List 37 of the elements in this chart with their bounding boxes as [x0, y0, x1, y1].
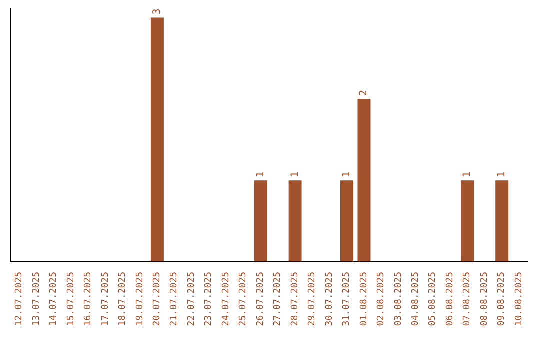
data-label: 3 [152, 8, 163, 15]
x-tick-label: 19.07.2025 [135, 272, 146, 326]
x-tick-label: 18.07.2025 [118, 272, 128, 326]
x-tick-label: 08.08.2025 [480, 272, 490, 326]
data-label: 1 [255, 172, 266, 178]
x-tick-label: 30.07.2025 [324, 272, 335, 326]
x-tick-label: 03.08.2025 [394, 272, 404, 326]
x-tick-label: 17.07.2025 [100, 272, 111, 326]
x-tick-label: 24.07.2025 [221, 272, 232, 326]
x-tick-label: 04.08.2025 [410, 272, 421, 326]
x-tick-label: 06.08.2025 [445, 272, 456, 326]
x-tick-label: 02.08.2025 [376, 272, 387, 326]
x-tick-label: 07.08.2025 [462, 272, 473, 326]
x-tick-label: 31.07.2025 [342, 272, 352, 326]
x-tick-label: 14.07.2025 [49, 272, 60, 326]
x-tick-label: 23.07.2025 [204, 272, 214, 326]
data-label: 2 [358, 90, 370, 96]
x-tick-label: 25.07.2025 [238, 272, 249, 326]
x-tick-label: 15.07.2025 [66, 272, 76, 326]
data-label: 1 [462, 172, 474, 178]
x-tick-label: 10.08.2025 [514, 272, 524, 326]
x-tick-label: 01.08.2025 [359, 272, 370, 326]
x-tick-label: 26.07.2025 [256, 272, 266, 326]
x-tick-label: 29.07.2025 [308, 272, 318, 326]
x-tick-label: 16.07.2025 [84, 272, 94, 326]
x-tick-label: 21.07.2025 [170, 272, 180, 326]
x-tick-label: 28.07.2025 [290, 272, 300, 326]
x-tick-label: 27.07.2025 [273, 272, 284, 326]
x-tick-label: 20.07.2025 [152, 272, 162, 326]
data-label: 1 [496, 172, 508, 178]
data-label: 1 [342, 172, 352, 178]
x-tick-label: 05.08.2025 [428, 272, 438, 326]
x-tick-label: 09.08.2025 [497, 272, 508, 326]
x-tick-label: 12.07.2025 [14, 272, 25, 326]
x-tick-label: 22.07.2025 [186, 272, 197, 326]
x-tick-label: 13.07.2025 [32, 272, 42, 326]
data-label: 1 [290, 172, 301, 178]
